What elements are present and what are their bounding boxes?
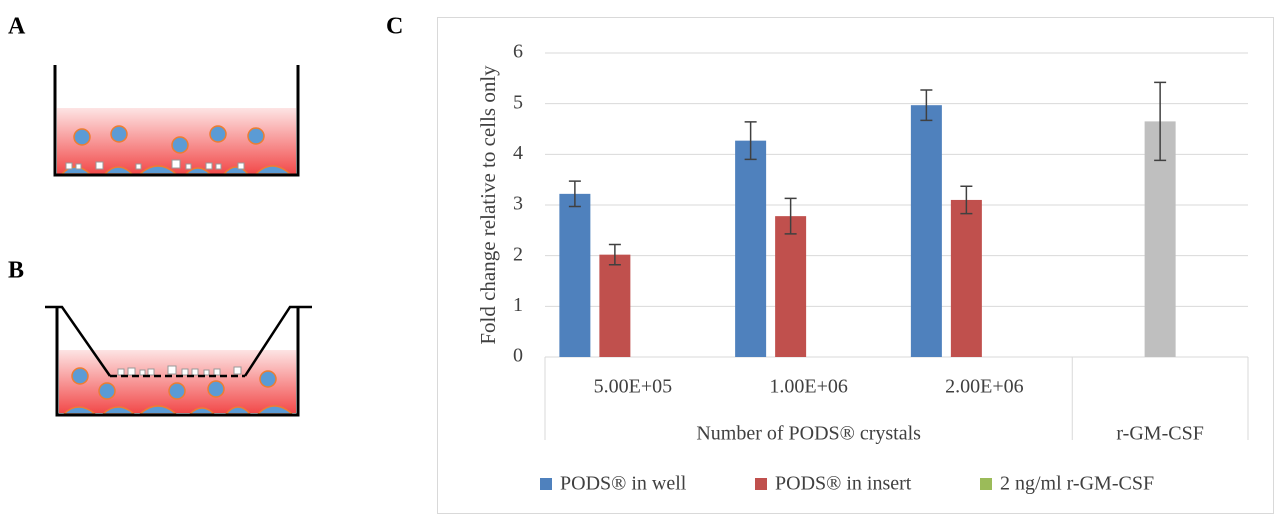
- panel-label: A: [8, 14, 26, 40]
- bar: [559, 193, 591, 357]
- bar: [950, 199, 982, 357]
- legend-label: 2 ng/ml r-GM-CSF: [1000, 473, 1154, 495]
- error-bar: [784, 197, 797, 235]
- y-tick-label: 1: [513, 294, 523, 316]
- group-label: r-GM-CSF: [1116, 423, 1203, 445]
- error-bar: [1154, 81, 1167, 162]
- chart: 0 1 2 3 4 5 6 Fold change relative to cells onl…: [476, 41, 1249, 495]
- error-bar: [744, 121, 757, 161]
- y-tick-label: 4: [513, 142, 523, 164]
- y-axis-label: Fold change relative to cells only: [476, 65, 500, 345]
- legend-label: PODS® in insert: [775, 473, 912, 495]
- group-label: Number of PODS® crystals: [696, 423, 921, 445]
- y-tick-label: 6: [513, 41, 523, 63]
- error-bar: [608, 243, 621, 266]
- x-tick-label: 5.00E+05: [594, 376, 673, 398]
- legend-swatch: [755, 478, 767, 490]
- bar: [735, 140, 767, 357]
- bar: [599, 254, 631, 357]
- diagram-b: [45, 305, 312, 417]
- panel-label: B: [8, 258, 24, 284]
- error-bar: [920, 89, 933, 122]
- x-tick-label: 1.00E+06: [769, 376, 848, 398]
- error-bar: [568, 180, 581, 208]
- legend-swatch: [540, 478, 552, 490]
- x-tick-label: 2.00E+06: [945, 376, 1024, 398]
- legend-swatch: [980, 478, 992, 490]
- panel-label: C: [386, 14, 403, 40]
- y-tick-label: 0: [513, 345, 523, 367]
- error-bar: [960, 185, 973, 215]
- bar: [775, 216, 807, 357]
- bar: [910, 105, 942, 357]
- y-tick-label: 3: [513, 193, 523, 215]
- y-tick-label: 2: [513, 243, 523, 265]
- diagram-a: [53, 65, 300, 177]
- y-tick-label: 5: [513, 91, 523, 113]
- legend-label: PODS® in well: [560, 473, 687, 495]
- chart-frame: [437, 17, 1274, 514]
